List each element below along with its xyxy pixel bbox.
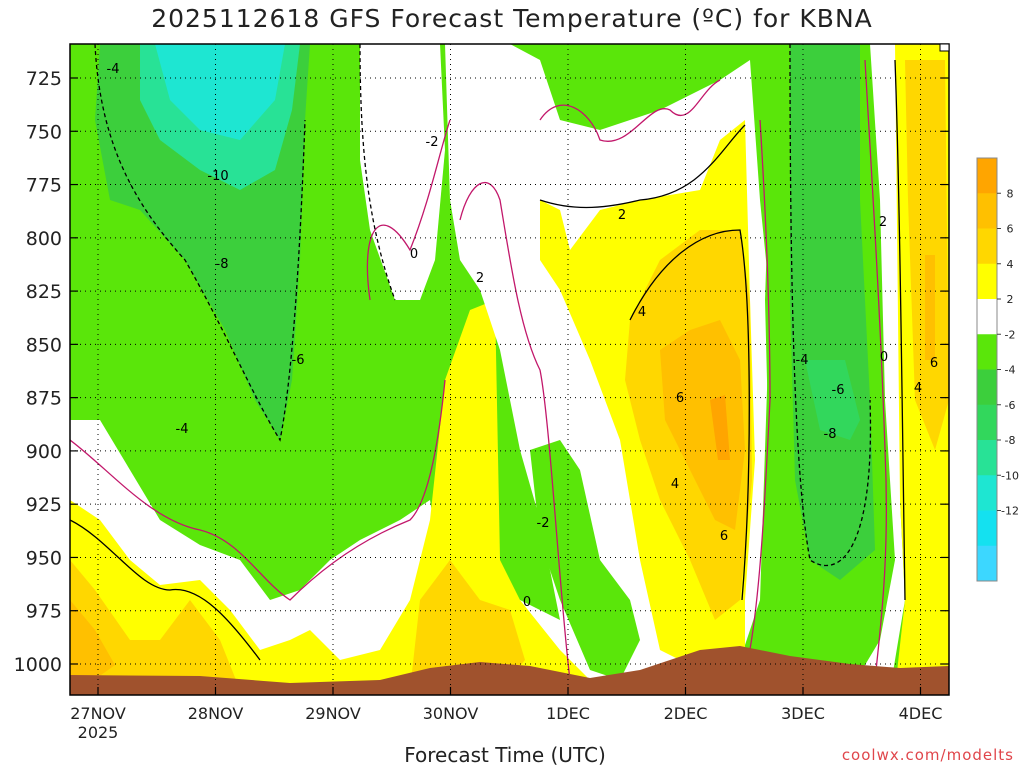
- contour-label: -2: [426, 135, 439, 150]
- y-tick-label: 750: [26, 121, 62, 143]
- y-tick-label: 900: [26, 441, 62, 463]
- y-tick-label: 1000: [14, 654, 62, 676]
- y-tick-label: 925: [26, 494, 62, 516]
- colorbar-label: 2: [1007, 293, 1014, 306]
- contour-label: 0: [410, 247, 418, 262]
- y-tick-label: 725: [26, 68, 62, 90]
- x-tick-label: 27NOV: [70, 704, 126, 723]
- colorbar-swatch: [977, 546, 997, 582]
- y-tick-label: 800: [26, 228, 62, 250]
- colorbar-label: 6: [1007, 223, 1014, 236]
- contour-label: 4: [914, 381, 922, 396]
- colorbar-swatch: [977, 440, 997, 476]
- colorbar-swatch: [977, 158, 997, 194]
- colorbar-label: -10: [1001, 469, 1019, 482]
- colorbar-swatch: [977, 193, 997, 229]
- x-tick-label: 2DEC: [664, 704, 708, 723]
- colorbar-swatch: [977, 334, 997, 370]
- y-tick-label: 950: [26, 547, 62, 569]
- x-tick-label: 28NOV: [188, 704, 244, 723]
- contour-label: 4: [671, 477, 679, 492]
- colorbar-swatch: [977, 511, 997, 547]
- y-tick-label: 875: [26, 388, 62, 410]
- contour-label: -6: [832, 383, 845, 398]
- contour-label: -8: [824, 427, 837, 442]
- colorbar-label: -6: [1005, 399, 1016, 412]
- colorbar-swatch: [977, 475, 997, 511]
- colorbar-swatch: [977, 299, 997, 335]
- x-year-label: 2025: [78, 723, 119, 742]
- y-tick-label: 975: [26, 601, 62, 623]
- contour-label: -6: [292, 353, 305, 368]
- contour-label: 4: [638, 305, 646, 320]
- colorbar-swatch: [977, 370, 997, 406]
- contour-label: -4: [176, 422, 189, 437]
- credit-link[interactable]: coolwx.com/modelts: [842, 746, 1014, 764]
- contour-label: -2: [537, 516, 550, 531]
- plot-svg: 7257507758008258508759009259509751000 27…: [0, 0, 1024, 768]
- colorbar-swatch: [977, 405, 997, 441]
- contour-label: 6: [720, 529, 728, 544]
- contour-label: -4: [107, 62, 120, 77]
- frame-corner-marker: [940, 44, 949, 51]
- colorbar-label: -2: [1005, 328, 1016, 341]
- colorbar-label: -12: [1001, 505, 1019, 518]
- colorbar-label: 8: [1007, 187, 1014, 200]
- chart-root: 2025112618 GFS Forecast Temperature (ºC)…: [0, 0, 1024, 768]
- x-tick-label: 1DEC: [546, 704, 590, 723]
- colorbar-label: -4: [1005, 364, 1016, 377]
- contour-label: -4: [796, 353, 809, 368]
- x-tick-label: 4DEC: [899, 704, 943, 723]
- contour-label: 6: [930, 356, 938, 371]
- y-tick-label: 850: [26, 334, 62, 356]
- colorbar-label: -8: [1005, 434, 1016, 447]
- y-tick-label: 775: [26, 175, 62, 197]
- x-tick-label: 30NOV: [423, 704, 479, 723]
- colorbar-swatch: [977, 229, 997, 265]
- contour-label: 2: [618, 208, 626, 223]
- x-tick-label: 3DEC: [781, 704, 825, 723]
- contour-label: 2: [476, 271, 484, 286]
- contour-label: 2: [879, 215, 887, 230]
- contour-label: -8: [216, 257, 229, 272]
- contour-label: 6: [676, 391, 684, 406]
- contour-label: 0: [880, 350, 888, 365]
- colorbar: 8 6 4 2 -2 -4 -6 -8 -10 -12: [977, 158, 1019, 582]
- temperature-field: [70, 44, 949, 695]
- colorbar-swatch: [977, 264, 997, 300]
- x-tick-label: 29NOV: [305, 704, 361, 723]
- y-tick-label: 825: [26, 281, 62, 303]
- contour-label: 0: [523, 595, 531, 610]
- contour-label: -10: [207, 169, 228, 184]
- colorbar-label: 4: [1007, 258, 1014, 271]
